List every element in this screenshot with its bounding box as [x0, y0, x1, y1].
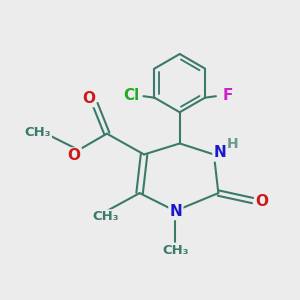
Text: CH₃: CH₃ — [92, 210, 119, 224]
Text: N: N — [169, 204, 182, 219]
Text: Cl: Cl — [124, 88, 140, 103]
Text: N: N — [214, 146, 226, 160]
Text: O: O — [68, 148, 81, 164]
Text: CH₃: CH₃ — [24, 126, 51, 139]
Text: O: O — [256, 194, 268, 209]
Text: CH₃: CH₃ — [163, 244, 189, 257]
Text: F: F — [223, 88, 233, 103]
Text: O: O — [82, 91, 95, 106]
Text: H: H — [226, 137, 238, 151]
